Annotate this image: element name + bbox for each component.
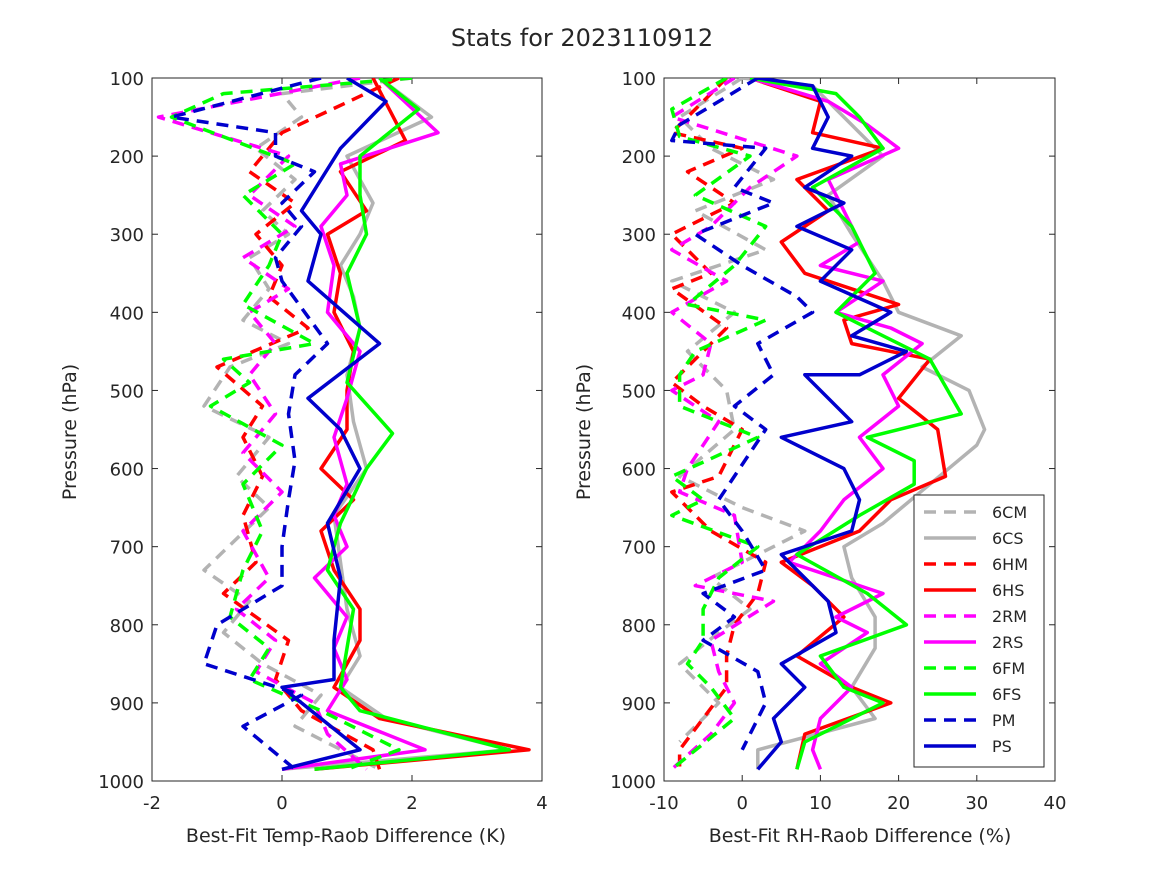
legend-label-6hs: 6HS <box>992 581 1024 600</box>
temp-chart: -2 0 2 4 100 200 300 400 500 600 700 800 900 1000 Bes… <box>59 69 548 847</box>
legend-label-6cs: 6CS <box>992 529 1024 548</box>
temp-x-tick-label: 4 <box>536 793 547 814</box>
rh-x-tick-label: 20 <box>887 793 910 814</box>
temp-series-ps <box>280 78 388 771</box>
rh-chart: -10 0 10 20 30 40 100 200 300 400 500 600 700 800 900 1… <box>573 69 1066 847</box>
rh-axes-box <box>663 77 1056 782</box>
figure-title: Stats for 2023110912 <box>451 24 713 52</box>
temp-y-tick-label: 700 <box>110 538 144 559</box>
rh-series-6fm <box>670 78 768 771</box>
temp-series-6cm <box>202 78 413 771</box>
temp-y-axis-label: Pressure (hPa) <box>59 364 81 500</box>
rh-series-6cm <box>670 78 807 744</box>
rh-y-tick-label: 400 <box>622 303 656 324</box>
rh-x-axis-label: Best-Fit RH-Raob Difference (%) <box>709 825 1012 847</box>
rh-y-tick-label: 100 <box>622 69 656 90</box>
legend-label-6fm: 6FM <box>992 659 1025 678</box>
temp-x-tick-label: 2 <box>406 793 417 814</box>
temp-y-tick-label: 600 <box>110 460 144 481</box>
temp-series-6fs <box>314 78 512 772</box>
rh-y-axis-label: Pressure (hPa) <box>573 364 595 500</box>
rh-series-6hm <box>670 78 768 770</box>
temp-series-6fm <box>169 78 413 771</box>
rh-x-tick-label: 0 <box>736 793 747 814</box>
rh-x-tick-label: 30 <box>965 793 988 814</box>
temp-plot-area: -2 0 2 4 100 200 300 400 500 600 700 800 900 1000 <box>98 69 548 814</box>
rh-plot-area: -10 0 10 20 30 40 100 200 300 400 500 600 700 800 900 1… <box>610 69 1066 814</box>
legend-label-6fs: 6FS <box>992 685 1021 704</box>
rh-series-2rm <box>670 78 799 771</box>
temp-series-group <box>156 78 531 772</box>
rh-y-tick-label: 700 <box>622 538 656 559</box>
legend-label-pm: PM <box>992 711 1015 730</box>
temp-series-pm <box>169 78 330 771</box>
rh-y-tick-label: 300 <box>622 225 656 246</box>
rh-x-tick-label: 10 <box>809 793 832 814</box>
temp-x-tick-label: -2 <box>143 793 161 814</box>
rh-series-6fs <box>749 78 963 770</box>
temp-y-tick-label: 1000 <box>98 772 144 793</box>
rh-y-tick-label: 800 <box>622 616 656 637</box>
temp-series-2rs <box>281 78 440 772</box>
legend-box <box>913 494 1045 768</box>
temp-y-tick-label: 400 <box>110 303 144 324</box>
legend-label-ps: PS <box>992 737 1012 756</box>
rh-series-ps <box>756 78 909 771</box>
temp-y-tick-label: 500 <box>110 381 144 402</box>
temp-x-axis-label: Best-Fit Temp-Raob Difference (K) <box>186 825 506 847</box>
temp-series-6hm <box>215 78 400 770</box>
temp-y-tick-label: 100 <box>110 69 144 90</box>
rh-series-group <box>670 78 987 771</box>
legend-label-2rm: 2RM <box>992 607 1027 626</box>
temp-x-tick-label: 0 <box>276 793 287 814</box>
rh-x-tick-label: 40 <box>1044 793 1067 814</box>
temp-series-6cs <box>281 78 512 772</box>
temp-series-6hs <box>314 78 531 772</box>
legend-label-2rs: 2RS <box>992 633 1023 652</box>
rh-y-tick-label: 600 <box>622 460 656 481</box>
rh-series-pm <box>670 78 815 751</box>
rh-y-tick-label: 900 <box>622 694 656 715</box>
legend-label-6hm: 6HM <box>992 555 1028 574</box>
rh-series-2rs <box>749 78 924 770</box>
temp-y-tick-label: 900 <box>110 694 144 715</box>
temp-y-tick-label: 200 <box>110 147 144 168</box>
rh-y-tick-label: 200 <box>622 147 656 168</box>
rh-x-tick-label: -10 <box>649 793 678 814</box>
temp-series-2rm <box>156 78 368 771</box>
rh-y-tick-label: 500 <box>622 381 656 402</box>
rh-series-6cs <box>742 78 987 770</box>
rh-y-tick-label: 1000 <box>610 772 656 793</box>
temp-y-tick-label: 800 <box>110 616 144 637</box>
legend-label-6cm: 6CM <box>992 503 1027 522</box>
temp-y-tick-label: 300 <box>110 225 144 246</box>
legend: 6CM 6CS 6HM 6HS 2RM 2RS 6FM 6FS PM PS <box>913 494 1045 768</box>
